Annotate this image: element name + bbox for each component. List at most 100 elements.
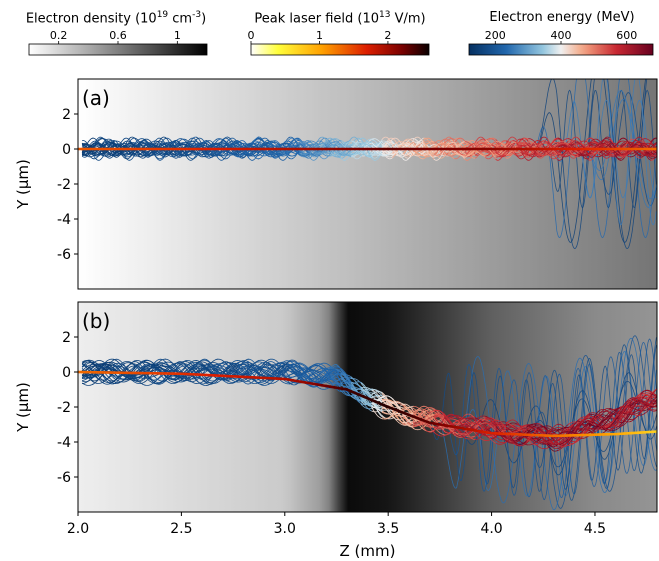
trajectory-segment (485, 434, 497, 440)
trajectory-segment (485, 417, 498, 428)
trajectory-segment (474, 142, 487, 149)
trajectory-segment (381, 141, 394, 150)
trajectory-segment (268, 358, 280, 365)
trajectory-segment (578, 428, 590, 431)
trajectory-segment (443, 413, 456, 420)
trajectory-segment (640, 389, 653, 396)
trajectory-segment (195, 143, 208, 156)
trajectory-segment (454, 432, 466, 437)
trajectory-segment (516, 149, 529, 157)
trajectory-segment (154, 369, 167, 383)
trajectory-segment (578, 417, 590, 426)
trajectory-segment (567, 424, 580, 441)
trajectory-segment (361, 387, 373, 392)
colorbar-0 (28, 43, 208, 56)
trajectory-segment (433, 414, 446, 418)
trajectory-segment (526, 431, 539, 444)
electron-trajectory (82, 365, 657, 448)
trajectory-segment (133, 138, 146, 145)
trajectory-segment (154, 364, 167, 368)
trajectory-segment (567, 152, 580, 159)
trajectory-segment (629, 402, 642, 406)
trajectory-segment (640, 391, 652, 397)
trajectory-segment (350, 141, 363, 150)
trajectory-segment (267, 147, 280, 156)
trajectory-segment (268, 361, 280, 370)
trajectory-segment (371, 148, 384, 159)
x-tick-label: 3.0 (274, 521, 296, 537)
trajectory-segment (423, 140, 435, 146)
trajectory-segment (175, 374, 187, 377)
trajectory-segment (433, 148, 446, 156)
trajectory-segment (588, 412, 601, 417)
trajectory-segment (185, 151, 198, 160)
trajectory-segment (206, 364, 218, 368)
trajectory-segment (619, 397, 632, 412)
trajectory-segment (113, 362, 125, 367)
trajectory-segment (640, 142, 653, 150)
trajectory-segment (267, 140, 280, 148)
trajectory-segment (123, 149, 136, 160)
trajectory-segment (319, 375, 332, 383)
trajectory-segment (381, 140, 394, 146)
trajectory-segment (164, 141, 177, 150)
trajectory-segment (278, 142, 291, 159)
trajectory-segment (433, 431, 446, 437)
plasma-density-background (78, 79, 657, 289)
trajectory-segment (144, 360, 156, 366)
trajectory-segment (205, 149, 218, 157)
y-tick-label: 2 (62, 107, 71, 123)
trajectory-segment (567, 148, 580, 158)
trajectory-segment (164, 362, 177, 372)
trajectory-segment (144, 148, 156, 157)
trajectory-segment (547, 445, 559, 452)
trajectory-segment (516, 142, 528, 147)
trajectory-segment (164, 375, 177, 380)
trajectory-segment (557, 145, 570, 148)
trajectory-segment (195, 140, 208, 156)
trajectory-segment (113, 140, 125, 157)
trajectory-segment (340, 137, 353, 157)
trajectory-segment (205, 362, 218, 366)
trajectory-segment (381, 149, 394, 157)
trajectory-segment (195, 375, 208, 381)
trajectory-segment (102, 361, 115, 374)
colorbar-2 (468, 43, 654, 56)
trajectory-segment (381, 136, 394, 147)
trajectory-segment (526, 138, 539, 147)
trajectory-segment (371, 407, 384, 413)
trajectory-segment (154, 137, 167, 146)
trajectory-segment (299, 152, 311, 157)
trajectory-segment (92, 153, 105, 161)
trajectory-segment (422, 426, 435, 433)
trajectory-segment (433, 426, 446, 436)
trajectory-segment (154, 153, 167, 161)
trajectory-segment (226, 379, 239, 385)
trajectory-segment (588, 424, 601, 427)
trajectory-segment (402, 403, 415, 412)
trajectory-segment (309, 140, 322, 149)
trajectory-segment (278, 149, 291, 155)
trajectory-segment (433, 425, 446, 428)
trajectory-segment (195, 367, 208, 373)
trajectory-segment (102, 366, 115, 371)
trajectory-segment (226, 145, 239, 156)
trajectory-segment (650, 153, 657, 156)
trajectory-segment (350, 391, 363, 405)
trajectory-segment (464, 428, 477, 440)
colorbar-tick-label: 0.2 (50, 29, 68, 42)
trajectory-segment (195, 378, 208, 385)
trajectory-segment (340, 384, 353, 389)
trajectory-segment (112, 149, 125, 156)
trajectory-segment (299, 149, 311, 156)
trajectory-segment (423, 416, 435, 425)
trajectory-segment (423, 141, 435, 149)
scattered-electron-trajectory (575, 79, 657, 226)
trajectory-segment (433, 148, 446, 161)
y-tick-label: -2 (57, 177, 71, 193)
trajectory-segment (536, 153, 549, 157)
trajectory-segment (185, 140, 198, 146)
trajectory-segment (381, 415, 394, 420)
trajectory-segment (619, 148, 632, 156)
trajectory-segment (133, 142, 146, 150)
